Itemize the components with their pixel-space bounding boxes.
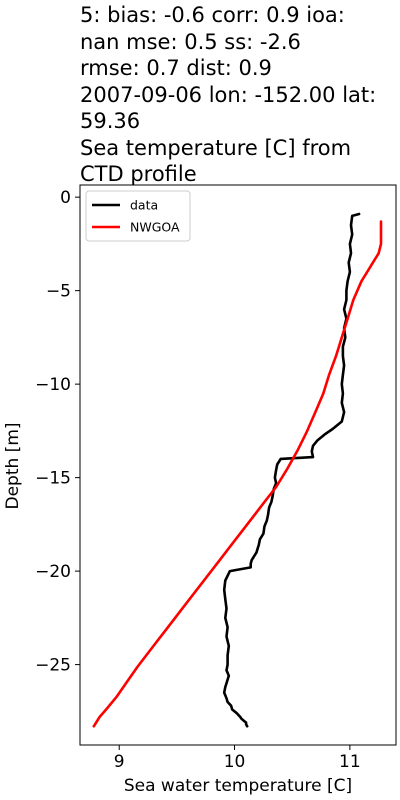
y-tick-label--15: −15 <box>35 469 71 489</box>
title-line-1: 5: bias: -0.6 corr: 0.9 ioa: <box>80 3 345 27</box>
title-line-4: 2007-09-06 lon: -152.00 lat: <box>80 82 377 107</box>
y-axis-label: Depth [m] <box>3 422 23 509</box>
series-line-nwgoa <box>92 220 383 728</box>
x-axis-label: Sea water temperature [C] <box>124 776 352 796</box>
title-line-5: 59.36 <box>80 109 141 133</box>
chart-title: 5: bias: -0.6 corr: 0.9 ioa: nan mse: 0.… <box>80 2 398 188</box>
title-line-2: nan mse: 0.5 ss: -2.6 <box>80 29 301 54</box>
y-tick-label--25: −25 <box>35 656 71 676</box>
title-line-6: Sea temperature [C] from <box>80 135 352 160</box>
plot-frame <box>79 184 397 746</box>
y-tick-label--10: −10 <box>35 375 71 395</box>
title-line-7: CTD profile <box>80 162 197 186</box>
y-tick-label-0: 0 <box>60 188 71 208</box>
legend-box <box>85 190 191 242</box>
legend-label-data: data <box>130 198 158 213</box>
title-line-3: rmse: 0.7 dist: 0.9 <box>80 56 272 80</box>
legend-label-nwgoa: NWGOA <box>130 220 180 235</box>
y-tick-label--5: −5 <box>46 282 71 302</box>
series-line-data <box>222 212 361 728</box>
x-tick-label-9: 9 <box>114 752 125 772</box>
y-tick-label--20: −20 <box>35 562 71 582</box>
x-tick-label-10: 10 <box>224 752 246 772</box>
x-tick-label-11: 11 <box>339 752 361 772</box>
